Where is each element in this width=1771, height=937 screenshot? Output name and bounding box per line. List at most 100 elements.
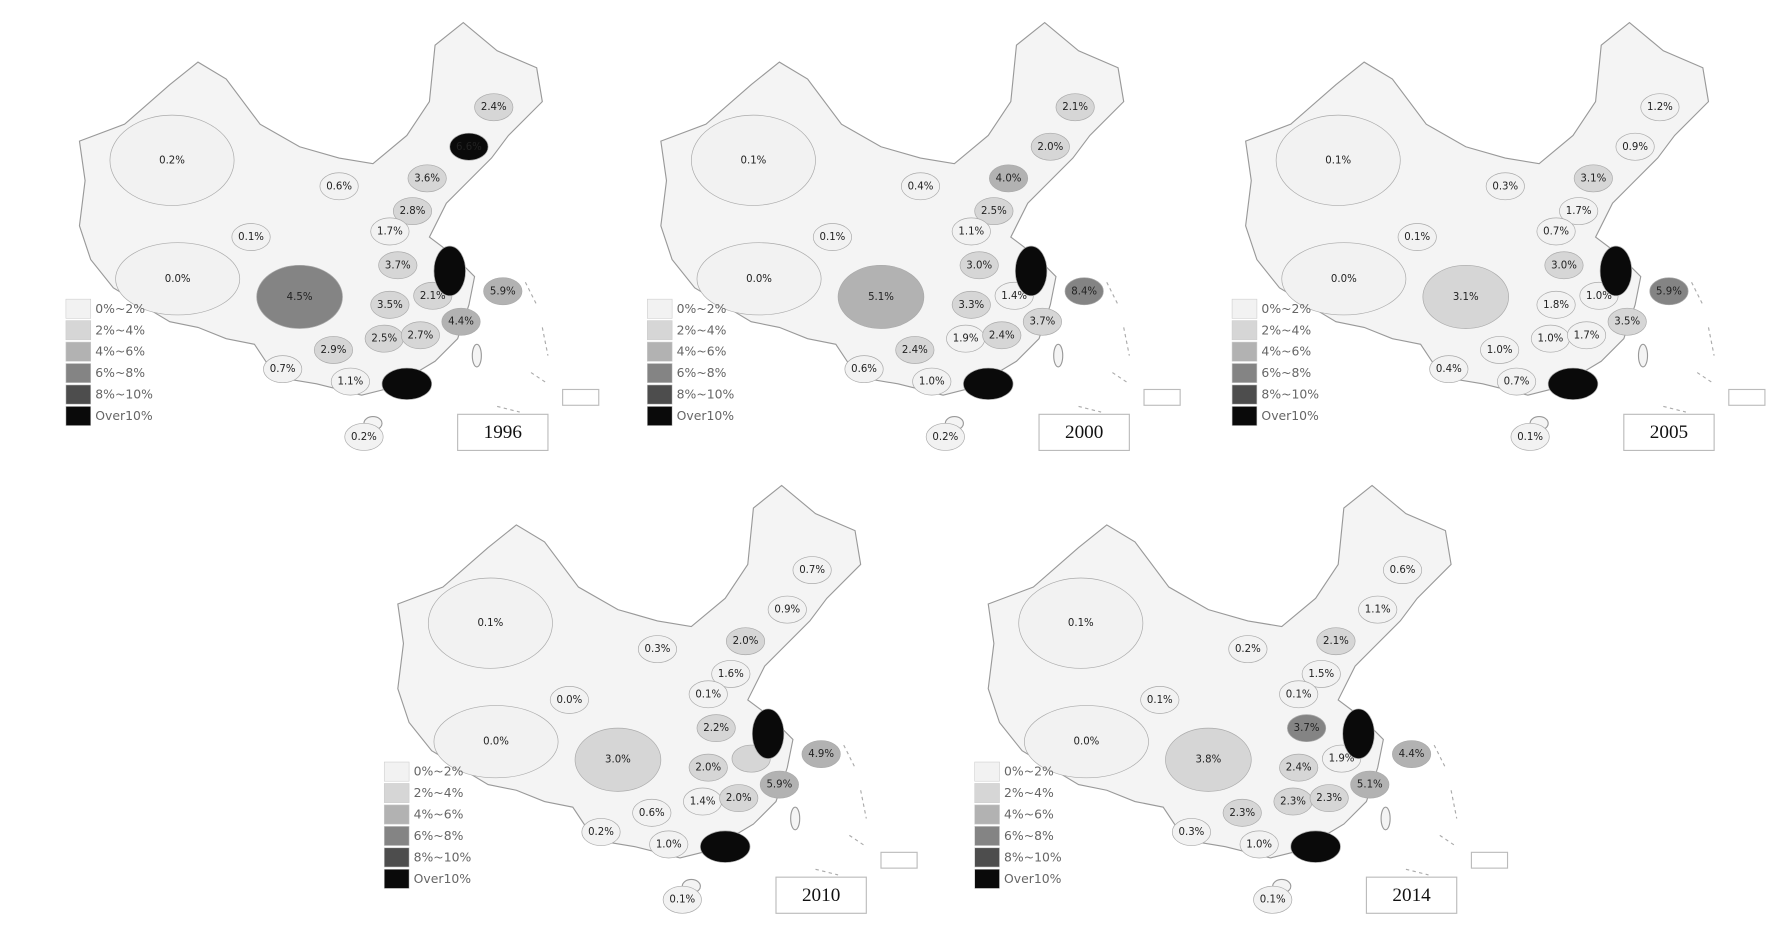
region-shade [951, 290, 991, 319]
region-label: 1.1% [958, 226, 984, 237]
legend-swatch [974, 868, 1000, 889]
region-label: 3.6% [414, 173, 440, 184]
region-label: 5.9% [766, 780, 792, 791]
region-shade [900, 172, 941, 201]
region-label: 2.5% [371, 334, 397, 345]
region-shade [392, 197, 433, 225]
legend-swatch [65, 298, 92, 319]
island [790, 806, 801, 831]
region-label: 0.2% [159, 155, 185, 166]
map-panel: 0.1% 0.0% 0.1% 0.2% 0.6% 1.1% 2.1% 1.5% 0.1% 3.8%… [974, 484, 1509, 914]
region-label: 1.5% [1308, 669, 1334, 680]
region-label: 1.0% [656, 839, 682, 850]
region-label: 5.1% [1357, 780, 1383, 791]
region-label: 3.3% [958, 300, 984, 311]
country-outline [987, 484, 1452, 859]
region-shade [700, 830, 751, 863]
region-label: 2.5% [981, 206, 1007, 217]
region-shade [1022, 307, 1062, 336]
region-shade [1422, 264, 1510, 329]
legend-swatch [383, 804, 410, 825]
region-label: 0.9% [1622, 142, 1648, 153]
region-shade [812, 223, 852, 251]
region-label: 0.1% [477, 618, 503, 629]
region-label: 0.1% [1325, 155, 1351, 166]
region-label: 1.4% [1001, 291, 1027, 302]
region-shade [649, 830, 689, 859]
region-shade [688, 753, 728, 782]
region-shade [449, 132, 489, 161]
region-label: 0.0% [556, 695, 582, 706]
region-shade [1290, 830, 1341, 863]
legend-swatch [974, 804, 1000, 825]
region-label: 2.1% [420, 291, 446, 302]
legend-label: Over10% [677, 408, 735, 423]
region-shade [1165, 727, 1252, 792]
region-shade [1559, 197, 1599, 225]
year-box [775, 876, 867, 914]
region-shade [792, 556, 832, 584]
region-shade [370, 217, 410, 246]
sea-boundary [497, 281, 549, 413]
region-label: 1.7% [377, 226, 403, 237]
legend-label: 6%~8% [95, 365, 145, 380]
legend-swatch [1231, 341, 1258, 362]
region-shade [1615, 132, 1655, 161]
region-label: 1.7% [1574, 330, 1600, 341]
region-label: 2.4% [481, 102, 507, 113]
map-panel: 0.1% 0.0% 0.1% 0.3% 1.2% 0.9% 3.1% 1.7% 0.7% 3.1%… [1231, 21, 1766, 452]
region-label: 0.1% [1068, 618, 1094, 629]
region-shade [974, 197, 1014, 225]
legend-label: 4%~6% [414, 807, 464, 822]
legend-swatch [647, 341, 673, 362]
region-shade [1640, 93, 1680, 122]
legend-swatch [974, 783, 1000, 803]
region-shade [574, 727, 662, 792]
legend-label: 8%~10% [95, 387, 153, 402]
legend-label: 8%~10% [414, 849, 472, 864]
legend-label: Over10% [1261, 408, 1319, 423]
region-shade [549, 686, 589, 714]
legend-swatch [647, 363, 673, 383]
region-shade [1287, 714, 1327, 743]
region-label: 3.0% [966, 260, 992, 271]
region-label: 0.6% [639, 808, 665, 819]
region-label: 0.1% [1147, 695, 1173, 706]
region-shade [1275, 114, 1401, 206]
region-shade [1429, 355, 1469, 384]
island [1053, 343, 1064, 368]
region-label: 2.9% [321, 345, 347, 356]
region-shade [963, 367, 1014, 400]
region-label: 0.6% [1390, 565, 1416, 576]
region-label: 0.7% [1543, 226, 1569, 237]
legend-swatch [383, 783, 410, 803]
region-shade [1607, 307, 1647, 336]
region-shade [844, 355, 884, 384]
region-label: 2.0% [1037, 142, 1063, 153]
region-label: 0.1% [1260, 895, 1286, 906]
region-shade [319, 172, 359, 201]
year-label: 2014 [1392, 885, 1431, 906]
region-label: 3.5% [377, 300, 403, 311]
country-outline [1245, 21, 1710, 396]
region-label: 3.1% [1580, 173, 1606, 184]
year-box [1038, 413, 1130, 452]
region-shade [696, 714, 736, 743]
sea-boundary [815, 744, 867, 876]
region-shade [989, 164, 1029, 193]
legend-label: 6%~8% [414, 828, 464, 843]
inset-box [1728, 388, 1766, 406]
region-label: 5.1% [868, 292, 894, 303]
legend-label: 2%~4% [95, 322, 145, 337]
legend-label: 0%~2% [1261, 301, 1311, 316]
region-label: 0.0% [165, 274, 191, 285]
legend-label: Over10% [95, 408, 153, 423]
region-label: 0.1% [1517, 432, 1543, 443]
region-label: 2.4% [902, 345, 928, 356]
region-label: 0.6% [851, 364, 877, 375]
region-label: 5.9% [1656, 286, 1682, 297]
legend-swatch [383, 826, 410, 846]
region-shade [231, 223, 271, 251]
region-label: 0.2% [351, 432, 377, 443]
region-shade [690, 114, 816, 206]
